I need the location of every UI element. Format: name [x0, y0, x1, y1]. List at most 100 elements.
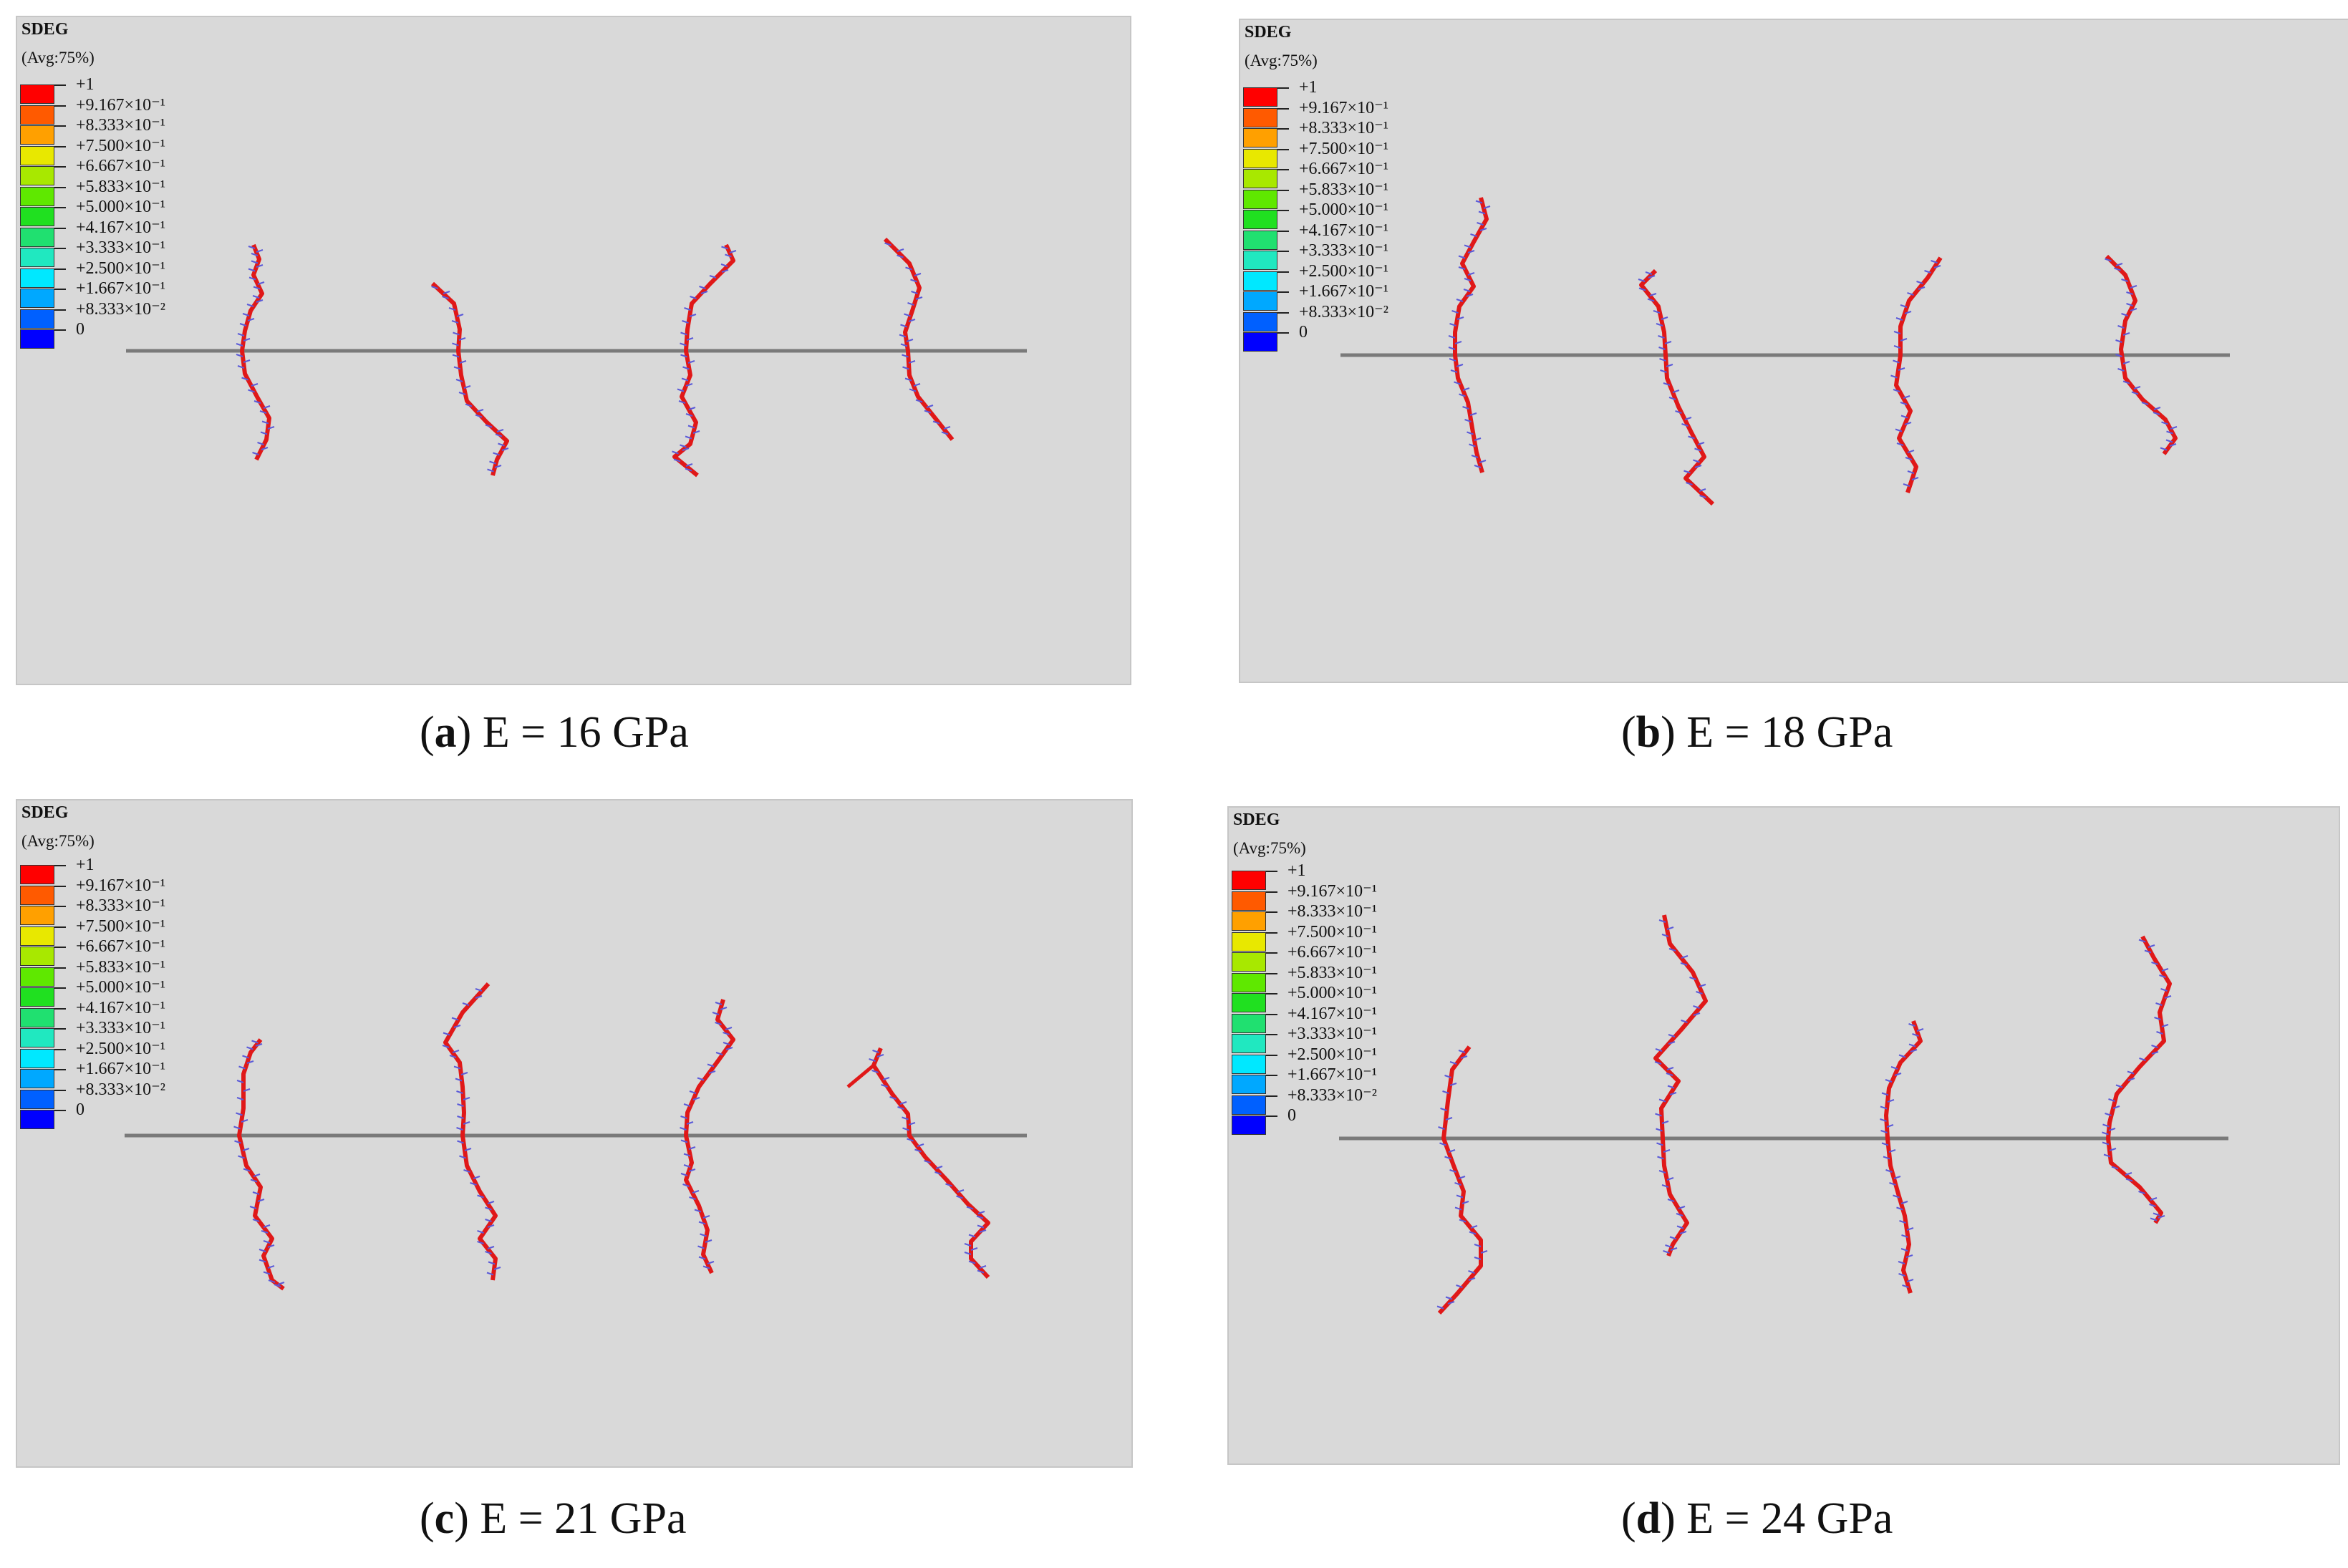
- legend-tick: [54, 166, 66, 168]
- caption-text: E = 24 GPa: [1686, 1494, 1893, 1543]
- legend-tick: [1277, 148, 1289, 150]
- mesh-tick: [485, 1219, 492, 1222]
- mesh-tick: [685, 383, 693, 387]
- legend-tick: [1277, 107, 1289, 110]
- legend-label: 0: [76, 1100, 84, 1119]
- mesh-tick: [442, 296, 449, 299]
- legend-averaging: (Avg:75%): [21, 832, 95, 850]
- crack-path: [672, 243, 735, 478]
- legend-label: +1.667×10⁻¹: [76, 279, 165, 298]
- mesh-tick: [463, 1121, 470, 1125]
- mesh-tick: [970, 1247, 978, 1251]
- mesh-tick: [259, 1249, 266, 1252]
- legend-swatch: [20, 1028, 54, 1047]
- legend-tick: [54, 329, 66, 331]
- mesh-tick: [263, 1240, 271, 1244]
- mesh-tick: [493, 452, 500, 456]
- mesh-tick: [1449, 358, 1456, 362]
- legend-label: +1.667×10⁻¹: [76, 1060, 165, 1078]
- mesh-tick: [1456, 364, 1464, 367]
- mesh-tick: [1661, 316, 1668, 320]
- crack-path: [1639, 268, 1715, 506]
- legend-tick: [54, 145, 66, 147]
- mesh-tick: [2117, 325, 2125, 329]
- legend-label: +2.500×10⁻¹: [1287, 1045, 1377, 1064]
- mesh-tick: [475, 414, 483, 418]
- mesh-tick: [248, 246, 256, 249]
- mesh-tick: [1675, 410, 1682, 414]
- mesh-tick: [2103, 1153, 2111, 1158]
- mesh-tick: [1900, 338, 1908, 342]
- mesh-tick: [1448, 335, 1456, 339]
- mesh-tick: [267, 1244, 275, 1248]
- legend-tick: [54, 227, 66, 229]
- mesh-tick: [452, 354, 460, 358]
- mesh-tick: [1893, 1176, 1901, 1179]
- mesh-tick: [1458, 255, 1466, 259]
- crack-plot: [126, 237, 1027, 478]
- legend-label: +9.167×10⁻¹: [1299, 98, 1388, 117]
- mesh-tick: [260, 431, 268, 435]
- mesh-tick: [498, 442, 505, 447]
- legend-tick: [54, 289, 66, 290]
- mesh-tick: [1663, 382, 1671, 386]
- legend-label: +9.167×10⁻¹: [76, 95, 165, 115]
- mesh-tick: [1905, 1254, 1913, 1258]
- mesh-tick: [475, 995, 483, 999]
- mesh-tick: [1666, 364, 1673, 367]
- mesh-tick: [2131, 391, 2139, 395]
- mesh-tick: [721, 246, 728, 250]
- mesh-tick: [1885, 1169, 1893, 1173]
- mesh-tick: [1668, 1041, 1676, 1045]
- legend-tick: [1266, 1034, 1277, 1035]
- mesh-tick: [475, 988, 483, 992]
- mesh-tick: [1444, 1075, 1451, 1078]
- crack-path: [1653, 914, 1708, 1257]
- mesh-tick: [1668, 397, 1676, 400]
- legend-tick: [1266, 871, 1277, 872]
- mesh-tick: [889, 1096, 897, 1100]
- caption-b: (b) E = 18 GPa: [1621, 708, 1893, 757]
- mesh-tick: [2122, 361, 2130, 364]
- legend-title: SDEG: [1245, 23, 1292, 42]
- mesh-tick: [253, 286, 261, 290]
- mesh-tick: [680, 1115, 687, 1119]
- mesh-tick: [458, 392, 466, 395]
- mesh-tick: [979, 1265, 987, 1269]
- mesh-tick: [904, 313, 911, 317]
- mesh-tick: [485, 1251, 492, 1254]
- mesh-tick: [2151, 1051, 2159, 1055]
- mesh-tick: [907, 302, 914, 306]
- legend-tick: [1266, 891, 1277, 893]
- mesh-tick: [2141, 402, 2149, 405]
- mesh-tick: [1672, 389, 1680, 393]
- mesh-tick: [1888, 1149, 1896, 1153]
- crack-path: [2106, 935, 2172, 1224]
- mesh-tick: [1881, 1142, 1889, 1146]
- legend-swatch: [1243, 128, 1277, 147]
- mesh-tick: [697, 1077, 705, 1081]
- mesh-tick: [243, 359, 251, 363]
- legend-tick: [1266, 911, 1277, 913]
- mesh-tick: [2164, 995, 2172, 999]
- mesh-tick: [1466, 294, 1474, 297]
- legend-tick: [54, 1048, 66, 1050]
- caption-text: E = 16 GPa: [482, 708, 689, 757]
- mesh-tick: [688, 1168, 696, 1172]
- mesh-tick: [251, 253, 259, 256]
- legend-swatch: [1232, 952, 1266, 972]
- mesh-tick: [1907, 292, 1914, 296]
- mesh-tick: [2139, 1058, 2146, 1061]
- mesh-tick: [1900, 1201, 1908, 1204]
- mesh-tick: [2161, 1024, 2169, 1027]
- mesh-tick: [1676, 1225, 1684, 1229]
- mesh-tick: [1438, 1126, 1445, 1130]
- mesh-tick: [1924, 270, 1931, 274]
- legend-label: +8.333×10⁻²: [1299, 302, 1388, 321]
- mesh-tick: [1916, 1028, 1924, 1032]
- mesh-tick: [680, 1139, 688, 1143]
- mesh-tick: [899, 1101, 907, 1105]
- mesh-tick: [1696, 991, 1703, 994]
- mesh-tick: [689, 1196, 696, 1200]
- mesh-tick: [267, 1265, 275, 1269]
